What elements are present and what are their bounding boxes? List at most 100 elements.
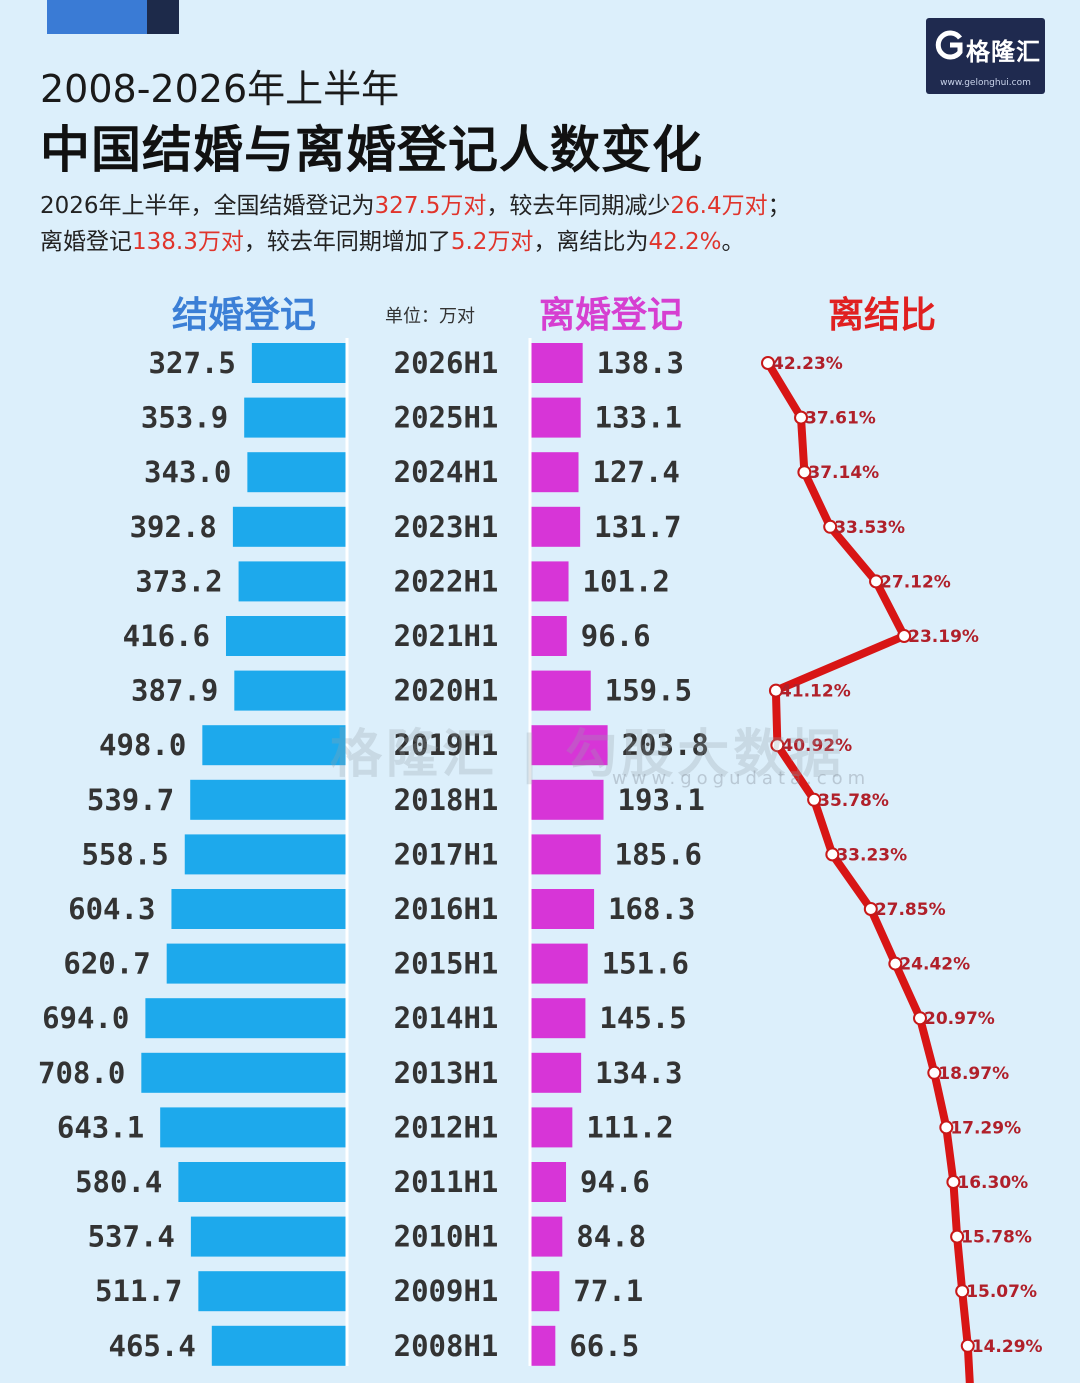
divorce-bar	[530, 943, 588, 984]
divorce-value-label: 145.5	[599, 1001, 686, 1035]
marriage-bar	[171, 889, 347, 929]
ratio-value-label: 14.29%	[972, 1337, 1043, 1357]
labels: 327.5 2026H1 138.3 353.9 2025H1 133.1 343.0 202…	[38, 346, 709, 1363]
ratio-point	[869, 574, 884, 589]
ratio-point	[807, 792, 822, 807]
marriage-bar	[198, 1271, 347, 1312]
divorce-value-label: 168.3	[608, 892, 695, 926]
marriage-bar	[160, 1107, 347, 1148]
divorce-value-label: 159.5	[605, 674, 692, 708]
divorce-value-label: 134.3	[595, 1056, 682, 1090]
divorce-bar	[530, 998, 586, 1039]
marriage-value-label: 353.9	[141, 401, 228, 435]
ratio-points: 42.23% 37.61% 37.14% 33.53% 27.12% 23.19% 41.1…	[761, 354, 1043, 1357]
marriage-bar	[238, 561, 347, 602]
marriage-header: 结婚登记	[172, 295, 317, 336]
divorce-value-label: 127.4	[593, 455, 680, 489]
year-label: 2015H1	[394, 947, 499, 981]
marriage-bar	[232, 506, 347, 547]
year-label: 2010H1	[394, 1220, 499, 1254]
summary-highlight: 26.4万对	[670, 193, 768, 219]
summary-highlight: 5.2万对	[450, 229, 534, 255]
ratio-value-label: 33.53%	[834, 518, 905, 538]
watermark-url: www.gogudata.com	[612, 768, 871, 789]
divorce-bars	[530, 343, 608, 1366]
marriage-value-label: 465.4	[108, 1329, 195, 1363]
divorce-bar	[530, 1052, 582, 1093]
logo-url: www.gelonghui.com	[940, 78, 1031, 88]
year-label: 2009H1	[394, 1274, 499, 1308]
ratio-header: 离结比	[828, 295, 937, 336]
year-label: 2022H1	[394, 564, 499, 598]
marriage-value-label: 537.4	[88, 1220, 175, 1254]
marriage-bar	[141, 1052, 347, 1093]
divorce-value-label: 203.8	[622, 728, 709, 762]
marriage-value-label: 620.7	[63, 947, 150, 981]
marriage-value-label: 604.3	[68, 892, 155, 926]
summary-text: 。	[721, 229, 745, 255]
marriage-value-label: 373.2	[135, 564, 222, 598]
year-label: 2025H1	[394, 401, 499, 435]
summary-text: 离婚登记	[40, 229, 132, 255]
divorce-bar	[530, 343, 583, 383]
divorce-bar	[530, 561, 569, 602]
top-accent-tab	[47, 0, 147, 34]
ratio-value-label: 42.23%	[772, 354, 843, 374]
divorce-value-label: 101.2	[583, 564, 670, 598]
ratio-point	[897, 629, 912, 643]
chart-title: 中国结婚与离婚登记人数变化	[40, 121, 703, 179]
brand-logo: 格隆汇 www.gelonghui.com	[926, 18, 1045, 94]
summary-highlight: 138.3万对	[132, 229, 244, 255]
marriage-value-label: 708.0	[38, 1056, 125, 1090]
divorce-bar	[530, 834, 601, 875]
ratio-value-label: 40.92%	[781, 736, 852, 756]
top-accent-tab-dark	[147, 0, 179, 34]
marriage-value-label: 539.7	[87, 783, 174, 817]
divorce-bar	[530, 1216, 563, 1257]
divorce-value-label: 131.7	[594, 510, 681, 544]
marriage-bar	[178, 1162, 347, 1202]
marriage-value-label: 643.1	[57, 1110, 144, 1144]
marriage-bar	[247, 452, 347, 493]
marriage-value-label: 694.0	[42, 1001, 129, 1035]
ratio-point	[825, 847, 840, 862]
marriage-bar	[244, 397, 347, 438]
ratio-point	[794, 410, 809, 425]
ratio-value-label: 27.85%	[875, 900, 946, 920]
ratio-value-label: 24.42%	[899, 955, 970, 975]
ratio-point	[950, 1229, 965, 1244]
marriage-value-label: 558.5	[81, 837, 168, 871]
year-label: 2020H1	[394, 674, 499, 708]
marriage-value-label: 511.7	[95, 1274, 182, 1308]
year-label: 2026H1	[394, 346, 499, 380]
divorce-value-label: 96.6	[581, 619, 651, 653]
ratio-point	[960, 1338, 975, 1353]
divorce-value-label: 66.5	[569, 1329, 639, 1363]
divorce-bar	[530, 1271, 560, 1312]
divorce-bar	[530, 1162, 567, 1202]
marriage-value-label: 416.6	[123, 619, 210, 653]
ratio-value-label: 27.12%	[880, 572, 951, 592]
ratio-point	[770, 738, 785, 753]
ratio-value-label: 33.23%	[836, 845, 907, 865]
marriage-value-label: 343.0	[144, 455, 231, 489]
summary-text: ，离结比为	[533, 229, 649, 255]
year-label: 2011H1	[394, 1165, 499, 1199]
ratio-point	[927, 1065, 942, 1080]
summary-text: 2026年上半年，全国结婚登记为	[40, 193, 375, 219]
divorce-value-label: 138.3	[597, 346, 684, 380]
ratio-value-label: 23.19%	[908, 627, 979, 647]
divorce-value-label: 151.6	[602, 947, 689, 981]
ratio-line	[764, 359, 974, 1383]
ratio-value-label: 15.78%	[961, 1228, 1032, 1248]
divorce-bar	[530, 779, 604, 820]
divorce-bar	[530, 506, 581, 547]
ratio-point	[955, 1284, 970, 1299]
logo-g-icon	[935, 30, 963, 60]
divorce-value-label: 193.1	[618, 783, 705, 817]
ratio-value-label: 18.97%	[938, 1064, 1009, 1084]
ratio-point	[888, 956, 903, 971]
ratio-point	[761, 356, 775, 370]
year-label: 2021H1	[394, 619, 499, 653]
marriage-bars	[141, 343, 347, 1366]
